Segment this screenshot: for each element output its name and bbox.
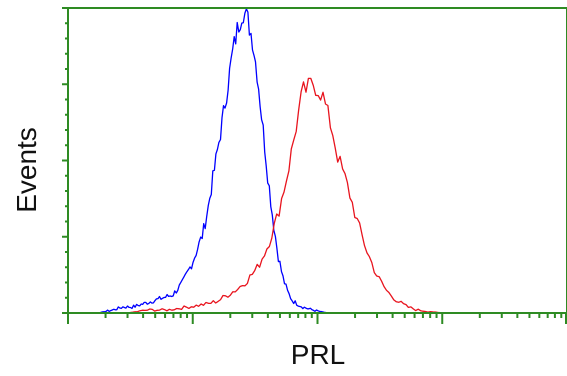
axis-ticks	[62, 7, 567, 324]
x-axis-label: PRL	[291, 339, 345, 370]
y-axis-label: Events	[11, 127, 42, 213]
series-line-red	[127, 77, 567, 314]
series-layer	[68, 8, 567, 314]
plot-frame	[67, 7, 567, 314]
series-line-blue	[68, 8, 343, 314]
